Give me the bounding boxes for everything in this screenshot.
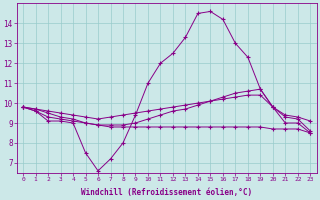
X-axis label: Windchill (Refroidissement éolien,°C): Windchill (Refroidissement éolien,°C) bbox=[81, 188, 252, 197]
